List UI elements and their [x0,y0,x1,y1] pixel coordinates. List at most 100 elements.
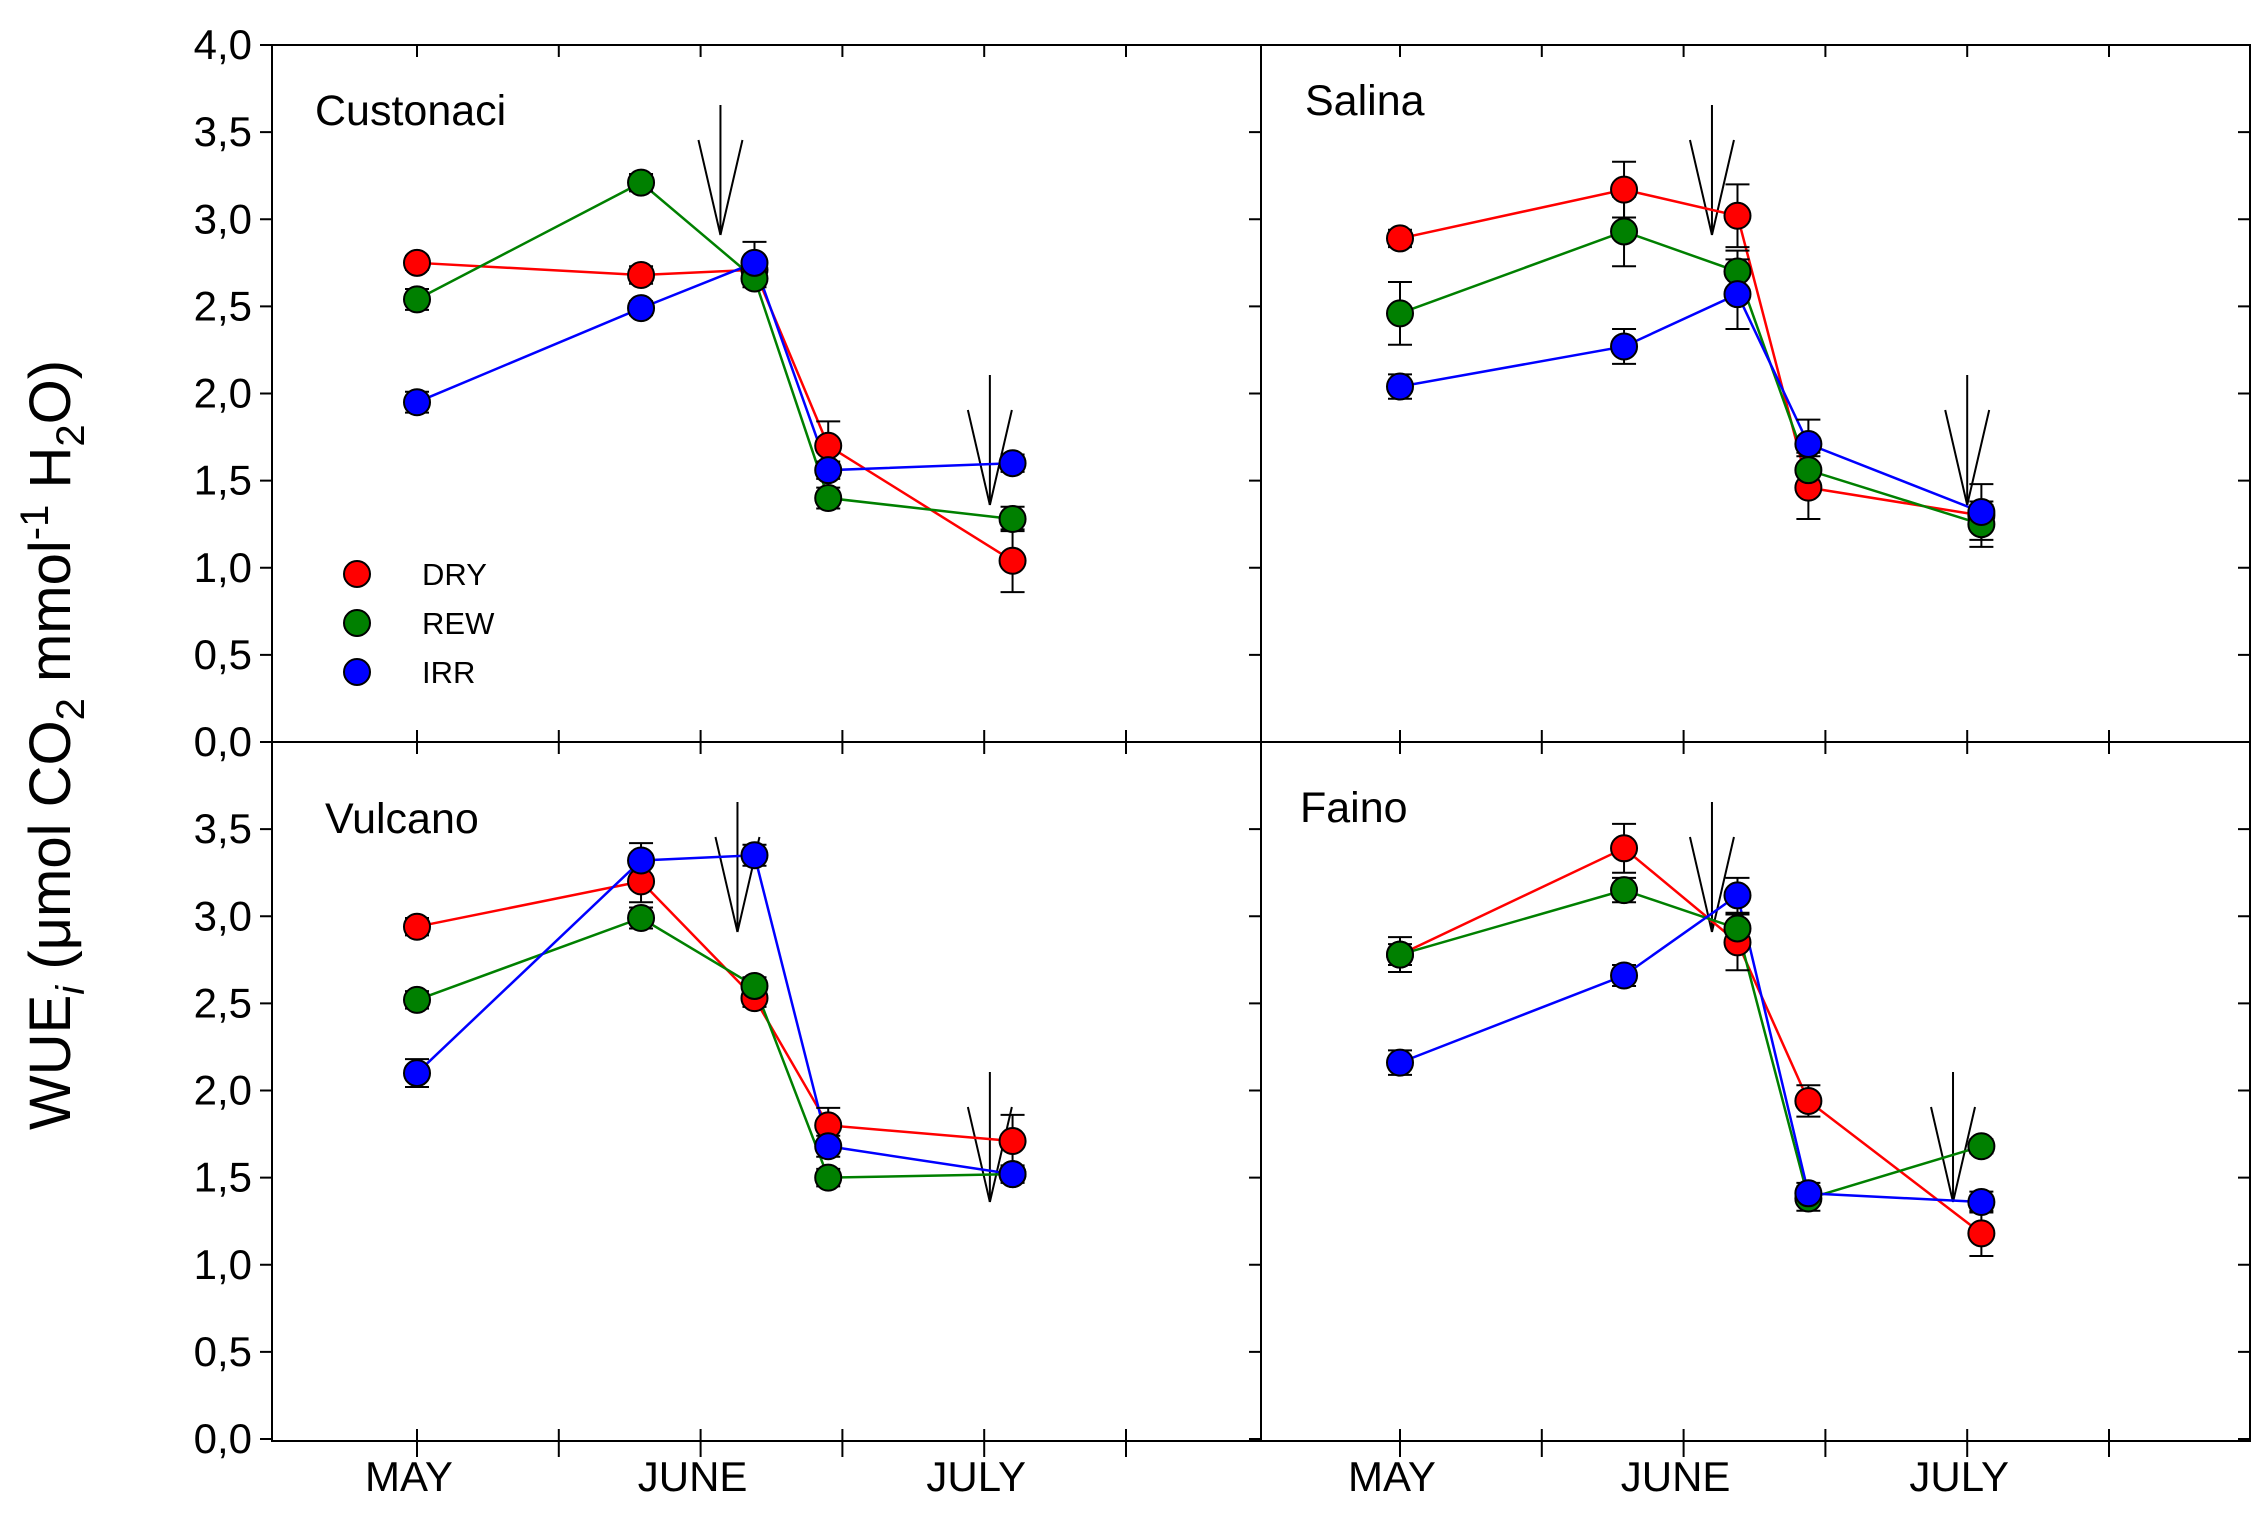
data-point-irr [403,388,431,417]
data-point-irr [627,294,656,323]
data-point-dry [1610,175,1639,204]
data-point-irr [1723,280,1752,309]
y-tick-label-bottom-1: 3,0 [194,892,252,939]
series-line-rew [416,181,1013,521]
data-point-rew [1794,456,1823,485]
y-tick-label-top-5: 1,5 [194,457,252,504]
series-line-dry [1399,188,1982,517]
arrow-marker [966,1072,1013,1203]
y-tick-label-top-4: 2,0 [194,370,252,417]
data-point-irr [740,841,769,870]
ylabel-h: H [18,447,83,505]
panel-title: Faino [1300,784,1408,832]
legend-label-dry: DRY [422,557,487,592]
data-point-rew [740,971,769,1000]
arrow-marker [697,105,744,236]
data-point-rew [1610,876,1639,905]
x-month-label-0-2: JULY [926,1453,1026,1500]
series-line-irr [1399,893,1982,1204]
data-point-rew [627,168,656,197]
arrow-marker [1688,105,1735,236]
data-point-irr [1967,497,1996,526]
arrow-head-left [966,409,991,506]
data-point-rew [403,985,431,1014]
arrow-head-left [714,836,739,933]
data-point-irr [1794,430,1823,459]
y-tick-label-bottom-4: 1,5 [194,1154,252,1201]
data-point-dry [1610,834,1639,863]
y-tick-label-bottom-3: 2,0 [194,1067,252,1114]
data-point-rew [814,484,843,513]
panel-title: Vulcano [325,795,479,843]
arrow-head-left [966,1106,991,1203]
panel-custonaci: Custonaci [315,87,1027,594]
x-month-label-1-0: MAY [1348,1453,1436,1500]
series-line-irr [416,853,1013,1176]
data-point-irr [1386,1048,1414,1077]
ylabel-sub-2b: 2 [49,424,93,446]
arrow-head-right [719,139,744,236]
y-tick-label-top-7: 0,5 [194,631,252,678]
arrow-head-right [988,1106,1013,1203]
legend-marker-irr [343,658,371,686]
series-line-dry [416,880,1013,1143]
data-point-irr [998,1160,1027,1189]
data-point-rew [814,1163,843,1192]
y-tick-label-top-8: 0,0 [194,718,252,765]
data-point-irr [403,1059,431,1088]
arrow-head-right [1710,836,1735,933]
arrow-marker [966,375,1013,506]
data-point-irr [1610,961,1639,990]
series-line-irr [416,261,1013,472]
data-point-rew [1386,299,1414,328]
series-line-dry [416,261,1014,562]
legend-marker-rew [343,609,371,637]
data-point-dry [1386,224,1414,253]
data-point-irr [1967,1188,1996,1217]
arrow-head-left [1688,139,1713,236]
legend-label-irr: IRR [422,655,475,690]
arrow-head-right [1966,409,1991,506]
arrow-head-left [1930,1106,1954,1203]
x-month-label-0-0: MAY [365,1453,453,1500]
y-tick-label-bottom-2: 2,5 [194,979,252,1026]
plot-area: 4,0 3,5 3,0 2,5 2,0 1,5 1,0 0,5 0,0 3,5 3,0 2,5 2,0 1… [194,21,2251,1500]
panel-faino: Faino [1300,784,1996,1258]
svg-text:WUEi (μmol CO2 mmol-1 H2O): WUEi (μmol CO2 mmol-1 H2O) [13,360,93,1130]
panel-title: Custonaci [315,87,506,135]
panel-salina: Salina [1305,77,1996,548]
legend-marker-dry [343,560,371,588]
data-point-irr [814,1132,843,1161]
ylabel-sub-2a: 2 [49,698,93,720]
data-point-dry [814,431,843,460]
data-point-dry [998,546,1027,575]
data-point-irr [1794,1179,1823,1208]
data-point-irr [1723,881,1752,910]
y-tick-label-top-0: 4,0 [194,21,252,68]
data-point-rew [1610,217,1639,246]
arrow-head-right [1710,139,1735,236]
legend: DRY REW IRR [343,557,495,690]
data-point-irr [1386,372,1414,401]
legend-label-rew: REW [422,606,495,641]
data-point-dry [403,248,431,277]
data-point-irr [998,449,1027,478]
data-point-dry [1723,201,1752,230]
y-tick-label-top-6: 1,0 [194,544,252,591]
arrow-head-left [697,139,722,236]
arrow-head-right [1952,1106,1976,1203]
ylabel-sup: -1 [13,505,57,541]
x-month-label-1-1: JUNE [1621,1453,1731,1500]
y-tick-label-bottom-6: 0,5 [194,1328,252,1375]
data-point-dry [403,912,431,941]
data-point-irr [627,846,656,875]
ylabel-close: O) [18,360,83,424]
data-point-rew [627,903,656,932]
ylabel-sub-i: i [49,985,93,995]
data-point-dry [627,261,656,290]
data-point-dry [1967,1219,1996,1248]
data-point-dry [998,1127,1027,1156]
series-line-rew [1399,888,1982,1201]
x-month-label-0-1: JUNE [638,1453,748,1500]
